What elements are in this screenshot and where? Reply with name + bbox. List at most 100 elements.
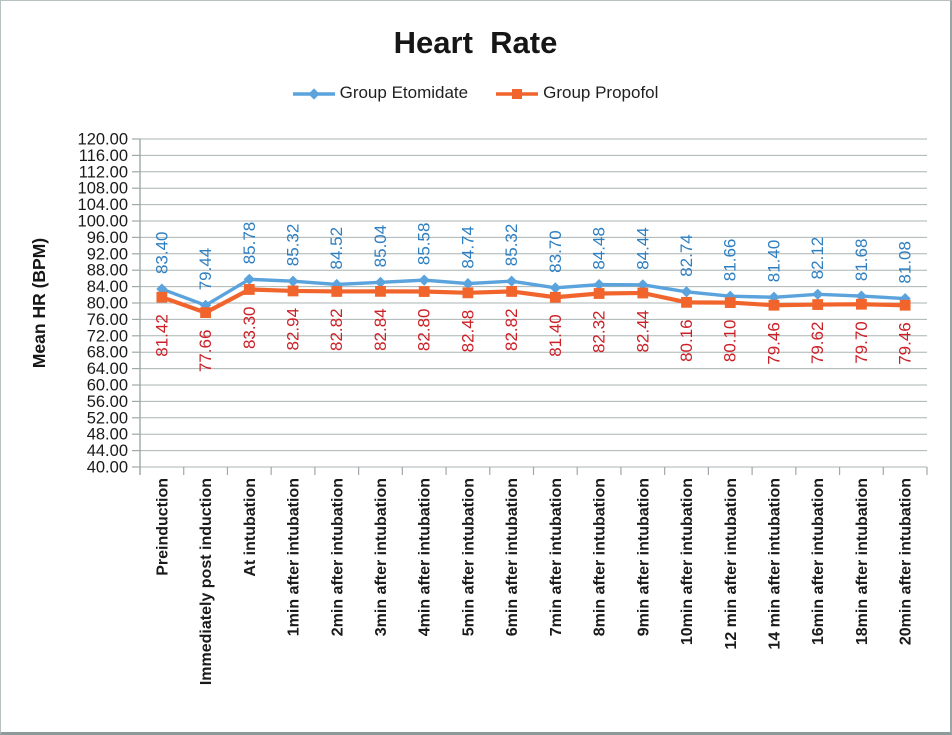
data-label: 82.84 (371, 308, 390, 351)
x-tick-label: 12 min after intubation (723, 478, 740, 650)
data-label: 83.30 (240, 306, 259, 349)
x-tick-label: Immediately post induction (198, 478, 215, 685)
square-marker (768, 299, 780, 311)
y-tick-label: 48.00 (87, 426, 128, 444)
data-label: 79.46 (896, 322, 915, 365)
y-tick-label: 44.00 (87, 442, 128, 460)
diamond-marker (462, 277, 474, 290)
x-tick-label: 2min after intubation (329, 478, 346, 636)
square-marker (156, 291, 168, 303)
diamond-marker (243, 273, 255, 285)
data-label: 79.44 (196, 248, 215, 291)
data-label: 81.08 (896, 241, 915, 284)
x-tick-label: 16min after intubation (810, 478, 827, 645)
legend-label-propofol: Group Propofol (543, 83, 659, 102)
data-label: 81.66 (721, 239, 740, 282)
data-label: 85.32 (502, 224, 521, 267)
square-marker (331, 286, 343, 297)
series-line-1 (159, 287, 908, 315)
square-marker (549, 291, 561, 303)
legend-item-propofol: Group Propofol (496, 83, 658, 103)
x-tick-label: 20min after intubation (898, 478, 915, 645)
data-label: 84.52 (327, 227, 346, 270)
y-tick-label: 104.00 (78, 196, 128, 214)
diamond-marker (199, 299, 212, 311)
series-line-0 (160, 277, 907, 307)
legend-item-etomidate: Group Etomidate (292, 83, 469, 103)
y-tick-label: 80.00 (87, 295, 128, 313)
data-label: 80.16 (677, 319, 696, 362)
data-label: 83.70 (546, 230, 565, 273)
diamond-marker (549, 282, 561, 294)
data-label: 84.44 (633, 227, 652, 270)
square-marker (243, 284, 255, 295)
y-tick-label: 108.00 (78, 180, 128, 198)
legend: Group Etomidate Group Propofol (1, 83, 950, 103)
square-marker (418, 286, 430, 297)
diamond-marker (724, 290, 736, 302)
data-label: 82.12 (808, 237, 827, 280)
y-axis-title: Mean HR (BPM) (29, 238, 49, 368)
square-marker (899, 299, 911, 311)
y-tick-label: 56.00 (87, 393, 128, 411)
data-label: 82.32 (590, 310, 609, 353)
diamond-marker (637, 279, 649, 291)
square-marker (856, 298, 867, 310)
diamond-marker (374, 276, 387, 288)
data-label: 82.44 (633, 310, 652, 353)
x-tick-label: 14 min after intubation (766, 478, 783, 650)
square-marker (681, 296, 692, 308)
square-marker (287, 285, 299, 297)
diamond-marker (680, 286, 693, 298)
data-label: 79.70 (852, 321, 871, 364)
x-tick-label: 4min after intubation (417, 478, 434, 636)
diamond-marker (593, 279, 605, 291)
square-marker (812, 299, 824, 310)
x-tick-label: 8min after intubation (592, 478, 609, 636)
data-label: 81.68 (852, 239, 871, 282)
square-marker (375, 285, 386, 297)
x-tick-label: 9min after intubation (635, 478, 652, 636)
diamond-marker (418, 274, 430, 286)
square-marker (462, 287, 474, 299)
x-tick-label: Preinduction (154, 478, 171, 576)
data-label: 85.58 (415, 223, 434, 266)
y-tick-label: 52.00 (87, 409, 128, 427)
square-marker (724, 297, 736, 308)
data-label: 79.62 (808, 322, 827, 365)
square-marker (506, 286, 518, 297)
data-label: 85.04 (371, 225, 390, 268)
square-marker (593, 288, 605, 299)
x-tick-label: 1min after intubation (286, 478, 303, 636)
y-tick-label: 120.00 (78, 131, 128, 149)
data-label: 80.10 (721, 320, 740, 363)
diamond-marker (812, 288, 824, 300)
data-label: 84.48 (590, 227, 609, 270)
y-tick-label: 72.00 (87, 327, 128, 345)
diamond-marker (287, 275, 299, 287)
legend-label-etomidate: Group Etomidate (339, 83, 469, 102)
data-label: 77.66 (196, 330, 215, 373)
x-tick-label: 10min after intubation (679, 478, 696, 645)
data-label: 81.42 (152, 314, 171, 357)
x-tick-label: 5min after intubation (460, 478, 477, 636)
data-label: 82.82 (327, 308, 346, 351)
data-label: 82.48 (458, 310, 477, 353)
y-tick-label: 68.00 (87, 344, 128, 362)
y-tick-label: 88.00 (87, 262, 128, 280)
square-line-icon (496, 86, 539, 100)
square-marker (200, 307, 211, 318)
data-label: 79.46 (764, 322, 783, 365)
y-tick-label: 92.00 (87, 245, 128, 263)
y-tick-label: 60.00 (87, 377, 128, 395)
data-label: 85.32 (284, 224, 303, 267)
y-tick-label: 84.00 (87, 278, 128, 296)
y-tick-label: 112.00 (79, 163, 128, 181)
y-tick-label: 64.00 (87, 360, 128, 378)
data-label: 83.40 (152, 232, 171, 275)
data-label: 82.74 (677, 234, 696, 277)
x-tick-label: 6min after intubation (504, 478, 521, 636)
y-tick-label: 116.00 (79, 147, 128, 165)
y-tick-label: 76.00 (87, 311, 128, 329)
